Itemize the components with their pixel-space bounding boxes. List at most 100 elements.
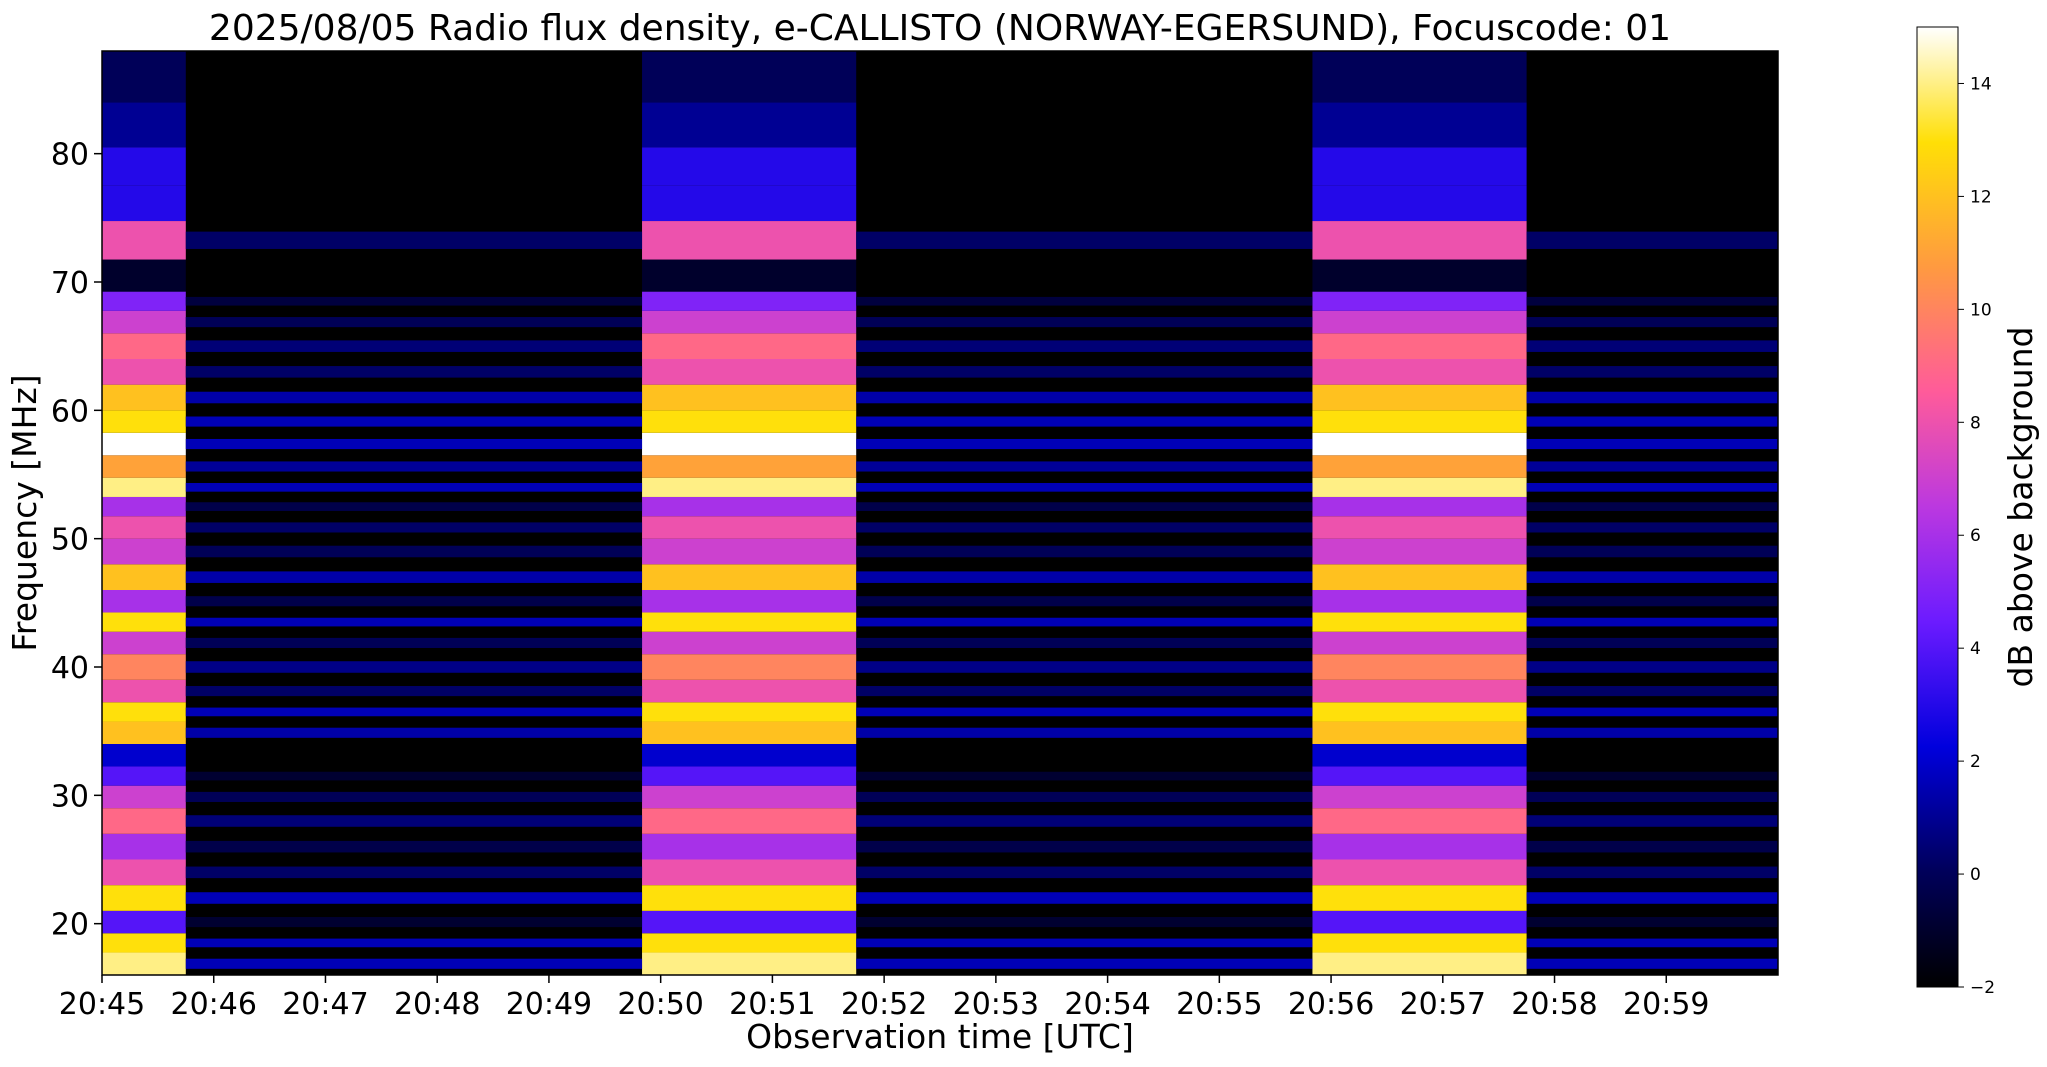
heatmap-cell bbox=[1526, 815, 1778, 827]
heatmap-cell bbox=[185, 727, 643, 738]
heatmap-cell bbox=[102, 631, 186, 655]
heatmap-cell bbox=[642, 785, 857, 809]
heatmap-cell bbox=[1526, 637, 1778, 648]
x-tick-label: 20:47 bbox=[282, 987, 368, 1022]
x-tick-label: 20:55 bbox=[1176, 987, 1262, 1022]
heatmap-cell bbox=[102, 808, 186, 834]
heatmap-cell bbox=[102, 516, 186, 539]
heatmap-cell bbox=[1526, 958, 1778, 969]
heatmap-cell bbox=[1312, 496, 1527, 517]
heatmap-cell bbox=[102, 538, 186, 565]
heatmap-cell bbox=[856, 771, 1313, 781]
heatmap-cell bbox=[642, 721, 857, 744]
x-tick-label: 20:51 bbox=[729, 987, 815, 1022]
colorbar-tick-label: 10 bbox=[1970, 300, 1992, 320]
y-tick-label: 50 bbox=[51, 523, 89, 558]
heatmap-cell bbox=[642, 744, 857, 767]
heatmap-cell bbox=[185, 391, 643, 404]
heatmap-cell bbox=[856, 917, 1313, 928]
heatmap-cell bbox=[856, 416, 1313, 427]
x-tick-label: 20:48 bbox=[394, 987, 480, 1022]
heatmap-cell bbox=[642, 564, 857, 590]
heatmap-cell bbox=[1312, 785, 1527, 809]
heatmap-cell bbox=[102, 590, 186, 613]
heatmap-cell bbox=[1312, 102, 1527, 148]
heatmap-cell bbox=[642, 291, 857, 311]
y-axis-label: Frequency [MHz] bbox=[5, 374, 44, 651]
heatmap-cell bbox=[185, 866, 643, 879]
heatmap-cell bbox=[1526, 917, 1778, 928]
heatmap-cell bbox=[1312, 910, 1527, 934]
heatmap-cell bbox=[856, 637, 1313, 648]
x-tick-label: 20:53 bbox=[953, 987, 1039, 1022]
heatmap-cell bbox=[1312, 833, 1527, 860]
heatmap-cell bbox=[102, 51, 186, 103]
heatmap-cell bbox=[102, 721, 186, 744]
plot-area bbox=[102, 51, 1778, 975]
heatmap-cell bbox=[1526, 938, 1778, 948]
heatmap-cell bbox=[102, 933, 186, 953]
heatmap-cell bbox=[185, 502, 643, 511]
heatmap-cell bbox=[856, 571, 1313, 583]
heatmap-cell bbox=[1312, 631, 1527, 655]
heatmap-cell bbox=[642, 654, 857, 680]
heatmap-cell bbox=[1526, 522, 1778, 533]
heatmap-cell bbox=[642, 51, 857, 103]
heatmap-cell bbox=[185, 958, 643, 969]
heatmap-cell bbox=[856, 791, 1313, 802]
heatmap-cell bbox=[642, 933, 857, 953]
colorbar-tick-label: 0 bbox=[1970, 865, 1981, 885]
heatmap-cell bbox=[856, 707, 1313, 717]
heatmap-cell bbox=[185, 771, 643, 781]
heatmap-cell bbox=[1526, 707, 1778, 717]
heatmap-cell bbox=[642, 885, 857, 911]
heatmap-cell bbox=[642, 538, 857, 565]
x-axis: 20:45 20:46 20:47 20:48 20:49 20:50 20:51 20:52… bbox=[59, 975, 1710, 1022]
heatmap-cell bbox=[1312, 952, 1527, 975]
heatmap-cell bbox=[856, 958, 1313, 969]
heatmap-cell bbox=[642, 359, 857, 385]
heatmap-cell bbox=[1526, 366, 1778, 378]
heatmap-cell bbox=[102, 833, 186, 860]
heatmap-cell bbox=[642, 259, 857, 292]
heatmap-cell bbox=[1312, 310, 1527, 334]
heatmap-cell bbox=[1526, 483, 1778, 492]
heatmap-cell bbox=[642, 859, 857, 886]
x-tick-label: 20:50 bbox=[617, 987, 703, 1022]
heatmap-cell bbox=[185, 461, 643, 472]
heatmap-cell bbox=[102, 785, 186, 809]
heatmap-cell bbox=[185, 317, 643, 328]
chart-title: 2025/08/05 Radio flux density, e-CALLIST… bbox=[209, 8, 1671, 49]
heatmap-cell bbox=[642, 833, 857, 860]
heatmap-cell bbox=[642, 384, 857, 411]
heatmap-cell bbox=[1526, 840, 1778, 853]
heatmap-cell bbox=[102, 744, 186, 767]
colorbar-gradient bbox=[1916, 26, 1959, 988]
heatmap-cell bbox=[642, 333, 857, 359]
heatmap-cell bbox=[185, 686, 643, 697]
heatmap-cell bbox=[185, 571, 643, 583]
heatmap-cell bbox=[1312, 410, 1527, 433]
heatmap-cell bbox=[856, 522, 1313, 533]
heatmap-cell bbox=[1312, 564, 1527, 590]
heatmap-cell bbox=[642, 631, 857, 655]
colorbar-tick-label: 6 bbox=[1970, 526, 1981, 546]
heatmap-cell bbox=[1526, 596, 1778, 607]
heatmap-cell bbox=[102, 654, 186, 680]
heatmap-cell bbox=[1312, 538, 1527, 565]
heatmap-cell bbox=[642, 808, 857, 834]
heatmap-cell bbox=[856, 317, 1313, 328]
x-tick-label: 20:45 bbox=[59, 987, 145, 1022]
heatmap-cell bbox=[1312, 477, 1527, 497]
heatmap-cell bbox=[185, 438, 643, 450]
x-tick-label: 20:52 bbox=[841, 987, 927, 1022]
heatmap-cell bbox=[642, 455, 857, 478]
heatmap-bands bbox=[102, 51, 1527, 975]
heatmap-cell bbox=[1526, 771, 1778, 781]
heatmap-cell bbox=[642, 612, 857, 632]
heatmap-cell bbox=[102, 564, 186, 590]
heatmap-cell bbox=[1526, 866, 1778, 879]
heatmap-cell bbox=[856, 727, 1313, 738]
heatmap-cell bbox=[185, 596, 643, 607]
colorbar-label: dB above background bbox=[2001, 327, 2040, 688]
